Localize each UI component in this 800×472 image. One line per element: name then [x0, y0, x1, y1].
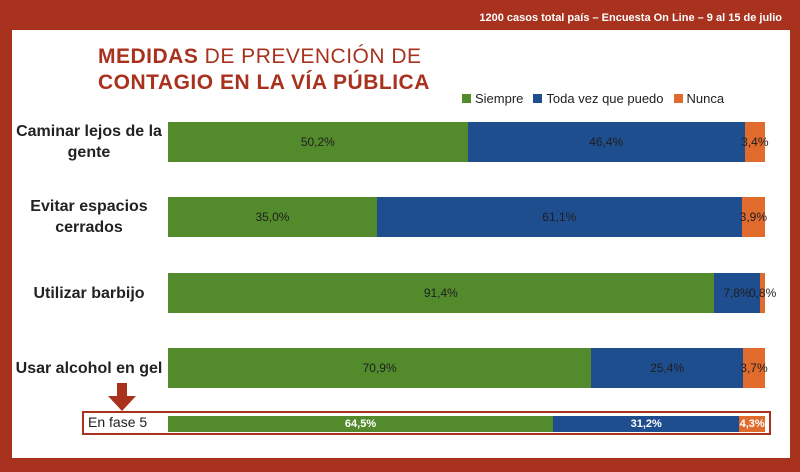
- legend-item: Toda vez que puedo: [533, 90, 664, 106]
- title-line1-rest: DE PREVENCIÓN DE: [198, 45, 422, 68]
- bar-segment: 91,4%: [168, 273, 714, 313]
- data-label: 3,4%: [741, 135, 769, 149]
- fase-data-label: 64,5%: [344, 418, 377, 430]
- bar-segment: 46,4%: [467, 122, 745, 162]
- fase-bar-segment: 4,3%: [739, 416, 765, 432]
- data-label: 70,9%: [362, 361, 397, 375]
- bar-row: 91,4% 7,8% 0,8%: [168, 273, 776, 313]
- bar-segment: 70,9%: [168, 348, 592, 388]
- bar-segment: 35,0%: [168, 197, 377, 237]
- category-label: Utilizar barbijo: [14, 283, 164, 304]
- data-label: 3,9%: [739, 210, 768, 224]
- legend-swatch: [533, 93, 543, 103]
- title-line2: CONTAGIO EN LA VÍA PÚBLICA: [98, 71, 430, 94]
- data-label: 50,2%: [300, 135, 335, 149]
- category-label-line: Caminar lejos de la: [16, 123, 162, 140]
- fase-data-label: 4,3%: [739, 418, 765, 430]
- data-label: 46,4%: [589, 135, 624, 149]
- legend-swatch: [462, 93, 471, 103]
- legend-label: Siempre: [475, 90, 524, 106]
- fase-5-bar: 64,5% 31,2% 4,3%: [168, 416, 765, 432]
- top-banner: [0, 0, 800, 30]
- data-label: 61,1%: [542, 210, 577, 224]
- chart-title: MEDIDAS DE PREVENCIÓN DE CONTAGIO EN LA …: [98, 44, 430, 96]
- right-border: [790, 0, 800, 472]
- bar-segment: 3,7%: [740, 348, 768, 388]
- data-label: 3,7%: [740, 361, 768, 375]
- category-label-line: Evitar espacios: [30, 198, 148, 215]
- category-label-line: gente: [67, 144, 111, 161]
- data-label: 91,4%: [423, 286, 458, 300]
- left-border: [0, 0, 12, 472]
- bottom-border: [0, 458, 800, 472]
- bar-row: 50,2% 46,4% 3,4%: [168, 122, 769, 162]
- bar-row: 70,9% 25,4% 3,7%: [168, 348, 768, 388]
- legend-swatch: [673, 93, 683, 103]
- bar-segment: 0,8%: [749, 273, 776, 313]
- category-label-line: cerrados: [55, 219, 123, 236]
- fase-5-label: En fase 5: [88, 414, 148, 430]
- bar-segment: 7,8%: [713, 273, 761, 313]
- legend-label: Toda vez que puedo: [546, 90, 664, 106]
- fase-data-label: 31,2%: [630, 418, 662, 430]
- category-label: Caminar lejos de la gente: [14, 121, 164, 163]
- source-note: 1200 casos total país – Encuesta On Line…: [479, 12, 782, 24]
- legend-label: Nunca: [686, 90, 725, 106]
- category-label: Evitar espacios cerrados: [14, 196, 164, 238]
- data-label: 0,8%: [748, 286, 777, 300]
- category-label-line: Utilizar barbijo: [33, 284, 145, 302]
- bar-segment: 61,1%: [376, 197, 742, 237]
- fase-bar-segment: 31,2%: [553, 416, 740, 432]
- bar-segment: 3,9%: [739, 197, 768, 237]
- bar-row: 35,0% 61,1% 3,9%: [168, 197, 768, 237]
- bar-segment: 50,2%: [168, 122, 468, 162]
- fase-bar-segment: 64,5%: [168, 416, 554, 432]
- data-label: 35,0%: [255, 210, 290, 224]
- category-label-line: Usar alcohol en gel: [15, 359, 163, 377]
- legend: Siempre Toda vez que puedo Nunca: [462, 90, 724, 106]
- bar-segment: 25,4%: [591, 348, 743, 388]
- down-arrow-icon: [108, 383, 136, 411]
- title-highlight: MEDIDAS: [98, 45, 199, 68]
- data-label: 25,4%: [650, 361, 685, 375]
- category-label: Usar alcohol en gel: [14, 358, 164, 379]
- data-label: 7,8%: [723, 286, 751, 300]
- legend-item: Nunca: [673, 90, 725, 106]
- bar-segment: 3,4%: [741, 122, 769, 162]
- legend-item: Siempre: [462, 91, 523, 106]
